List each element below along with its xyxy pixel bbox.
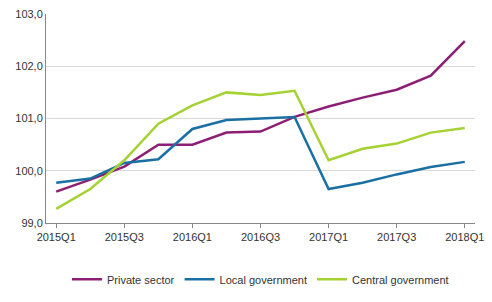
svg-text:2017Q3: 2017Q3 [377,231,416,243]
svg-text:2018Q1: 2018Q1 [445,231,484,243]
svg-text:2016Q1: 2016Q1 [173,231,212,243]
svg-text:100,0: 100,0 [15,165,43,177]
svg-text:2017Q1: 2017Q1 [309,231,348,243]
svg-text:101,0: 101,0 [15,112,43,124]
svg-text:102,0: 102,0 [15,60,43,72]
svg-text:2015Q1: 2015Q1 [37,231,76,243]
svg-text:99,0: 99,0 [21,217,42,229]
svg-text:2015Q3: 2015Q3 [105,231,144,243]
svg-text:Local government: Local government [220,274,307,286]
svg-text:Central government: Central government [352,274,449,286]
svg-text:103,0: 103,0 [15,8,43,20]
svg-text:Private sector: Private sector [107,274,175,286]
svg-text:2016Q3: 2016Q3 [241,231,280,243]
